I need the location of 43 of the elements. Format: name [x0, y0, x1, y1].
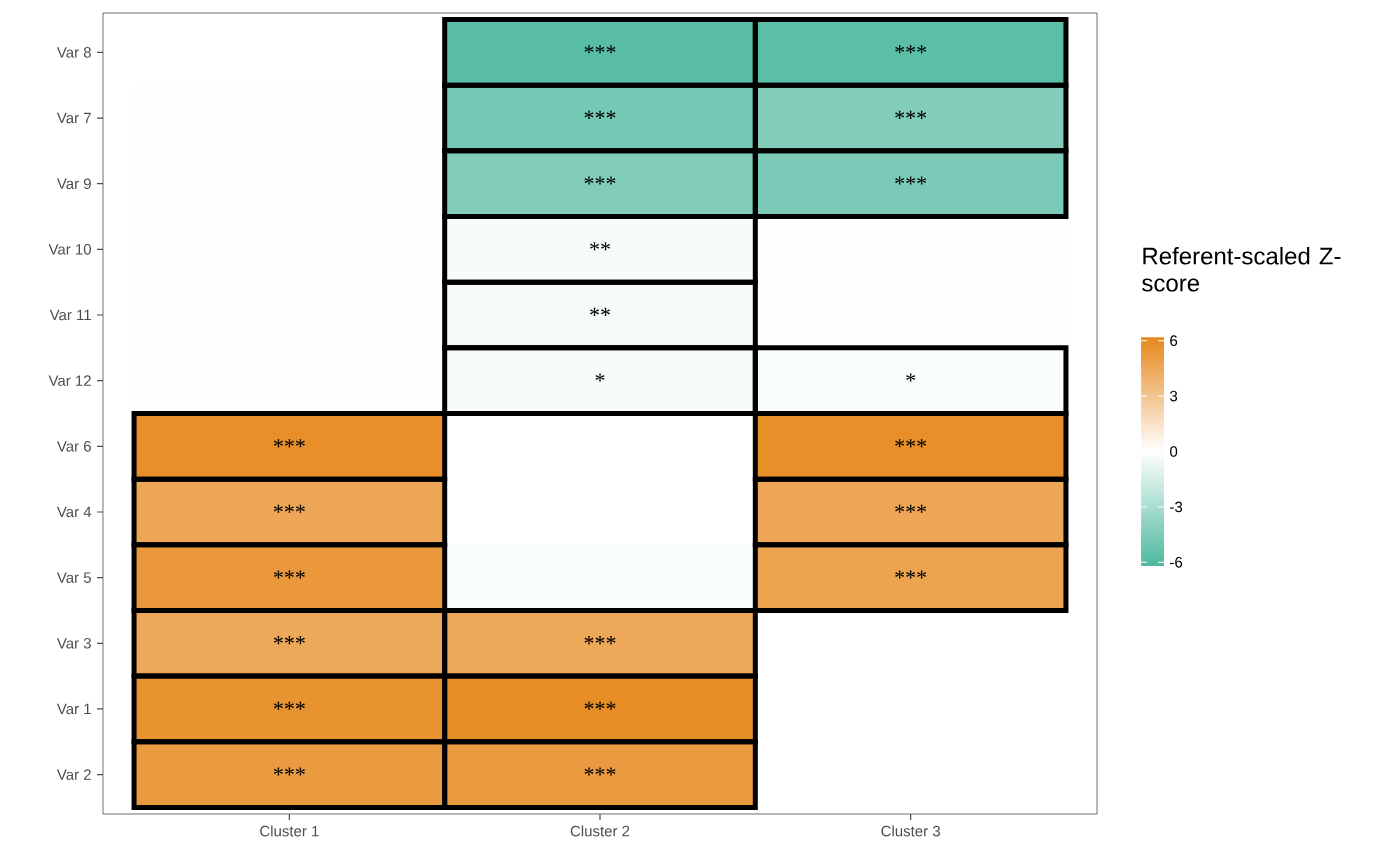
- data-label: **: [590, 242, 610, 251]
- y-tick-label: Var 4: [56, 506, 92, 518]
- y-tick-label: Var 5: [56, 572, 91, 583]
- y-tick-label: Var 6: [56, 441, 91, 452]
- data-label: ***: [584, 176, 616, 185]
- data-label: ***: [895, 504, 927, 513]
- color-bar-label: -6: [1170, 557, 1183, 568]
- x-tick-label: Cluster 3: [881, 825, 940, 837]
- data-label: **: [590, 307, 610, 316]
- color-bar-label: 6: [1170, 335, 1178, 346]
- data-label: ***: [273, 767, 305, 776]
- data-label: ***: [273, 504, 305, 513]
- y-tick-label: Var 8: [56, 47, 91, 58]
- y-tick-label: Var 2: [56, 769, 91, 780]
- y-tick-label: Var 7: [56, 112, 91, 124]
- data-label: ***: [895, 176, 927, 185]
- y-tick-label: Var 10: [48, 244, 91, 255]
- data-label: ***: [584, 701, 616, 710]
- x-tick-label: Cluster 1: [260, 825, 319, 837]
- color-bar-label: -3: [1170, 501, 1183, 513]
- y-tick-label: Var 1: [56, 703, 91, 715]
- x-tick-label: Cluster 2: [570, 825, 630, 837]
- data-label: ***: [584, 110, 616, 119]
- data-label: *: [906, 373, 916, 382]
- data-label: ***: [584, 45, 616, 54]
- y-tick-label: Var 3: [56, 637, 91, 649]
- data-label: ***: [895, 110, 927, 119]
- y-tick-label: Var 12: [48, 375, 91, 386]
- data-label: *: [595, 373, 605, 382]
- data-label: ***: [273, 439, 305, 448]
- color-bar-label: 3: [1170, 390, 1178, 402]
- color-bar-label: 0: [1170, 446, 1178, 457]
- data-label: ***: [273, 701, 305, 710]
- data-label: ***: [584, 767, 616, 776]
- y-tick-label: Var 9: [56, 178, 91, 190]
- data-label: ***: [584, 636, 616, 645]
- data-label: ***: [273, 570, 305, 579]
- data-label: ***: [895, 570, 927, 579]
- data-label: ***: [895, 439, 927, 448]
- y-tick-label: Var 11: [49, 309, 91, 321]
- data-label: ***: [895, 45, 927, 54]
- data-label: ***: [273, 636, 305, 645]
- color-bar-title: Referent-scaled Z-score: [1142, 246, 1341, 292]
